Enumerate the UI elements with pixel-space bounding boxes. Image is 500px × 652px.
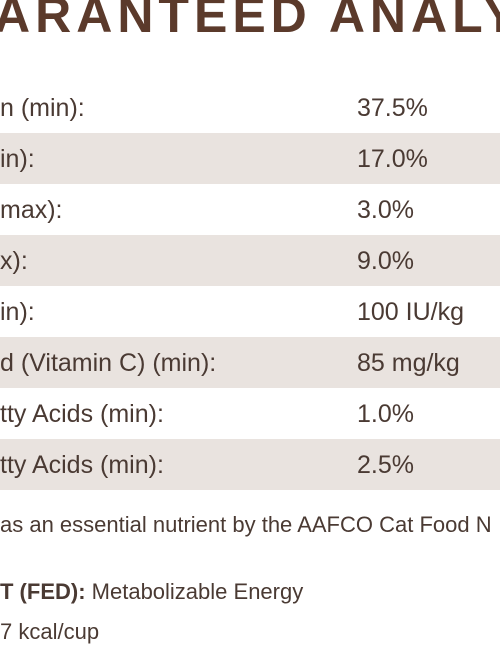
energy-text: Metabolizable Energy bbox=[91, 579, 304, 604]
table-row: n (min): 37.5% bbox=[0, 82, 500, 133]
row-label: tty Acids (min): bbox=[0, 400, 164, 428]
table-row: tty Acids (min): 1.0% bbox=[0, 388, 500, 439]
row-value: 17.0% bbox=[357, 145, 428, 173]
row-label: n (min): bbox=[0, 94, 85, 122]
row-label: in): bbox=[0, 298, 35, 326]
table-row: in): 100 IU/kg bbox=[0, 286, 500, 337]
table-row: in): 17.0% bbox=[0, 133, 500, 184]
energy-line: T (FED): Metabolizable Energy bbox=[0, 572, 303, 612]
row-label: tty Acids (min): bbox=[0, 451, 164, 479]
row-value: 100 IU/kg bbox=[357, 298, 465, 326]
row-value: 9.0% bbox=[357, 247, 414, 275]
row-label: in): bbox=[0, 145, 35, 173]
footnote: as an essential nutrient by the AAFCO Ca… bbox=[0, 512, 492, 537]
row-label: max): bbox=[0, 196, 63, 224]
energy: T (FED): Metabolizable Energy 7 kcal/cup bbox=[0, 572, 303, 652]
table-row: tty Acids (min): 2.5% bbox=[0, 439, 500, 490]
row-label: d (Vitamin C) (min): bbox=[0, 349, 217, 377]
row-value: 85 mg/kg bbox=[357, 349, 460, 377]
energy-label: T (FED): bbox=[0, 579, 86, 604]
row-value: 37.5% bbox=[357, 94, 428, 122]
title: ARANTEED ANALY bbox=[0, 0, 500, 43]
table-row: x): 9.0% bbox=[0, 235, 500, 286]
row-value: 1.0% bbox=[357, 400, 414, 428]
analysis-table: n (min): 37.5% in): 17.0% max): 3.0% x): 9.0% in… bbox=[0, 82, 500, 490]
row-value: 3.0% bbox=[357, 196, 414, 224]
table-row: max): 3.0% bbox=[0, 184, 500, 235]
table-row: d (Vitamin C) (min): 85 mg/kg bbox=[0, 337, 500, 388]
row-label: x): bbox=[0, 247, 28, 275]
row-value: 2.5% bbox=[357, 451, 414, 479]
energy-value: 7 kcal/cup bbox=[0, 619, 100, 644]
